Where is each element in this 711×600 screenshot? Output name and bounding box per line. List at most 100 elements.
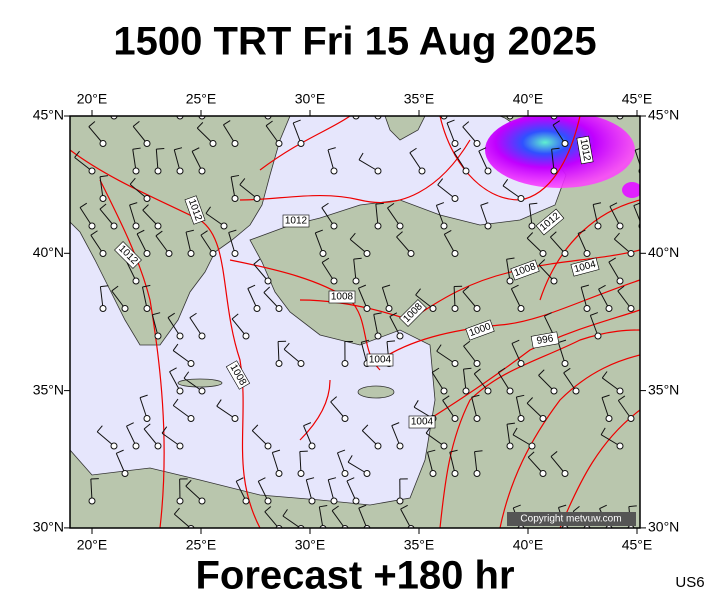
isobar-value: 1012 [285, 216, 308, 227]
barb-feather [247, 284, 256, 289]
barb-staff [497, 372, 511, 392]
barb-feather [235, 477, 244, 482]
station [616, 442, 624, 450]
station [528, 222, 536, 230]
barb-staff [88, 126, 104, 144]
barb-feather [189, 312, 197, 319]
station [583, 305, 591, 312]
copyright: Copyright metvuw.com [520, 514, 621, 525]
station [539, 470, 547, 477]
label-box [328, 290, 356, 304]
barb-feather [506, 422, 515, 425]
station [605, 415, 613, 422]
barb-feather [139, 394, 148, 399]
station [187, 250, 195, 257]
barb-feather [471, 394, 480, 398]
barb-staff [355, 116, 356, 117]
station [308, 442, 316, 450]
barb-staff [336, 452, 346, 474]
station [374, 442, 382, 450]
barb-feather [191, 147, 200, 152]
barb-feather [558, 339, 567, 344]
barb-staff [480, 205, 489, 227]
barb-staff [331, 510, 346, 528]
barb-feather [550, 451, 558, 457]
barb-feather [609, 202, 618, 207]
barb-feather [349, 232, 356, 240]
station [583, 250, 591, 257]
station [88, 167, 96, 175]
barb-feather [321, 202, 329, 209]
barb-staff [389, 316, 401, 337]
station [198, 497, 206, 505]
barb-feather [183, 371, 190, 379]
lon-label: 35°E [404, 91, 435, 107]
station [264, 442, 272, 450]
barb-feather [552, 120, 561, 126]
barb-feather [216, 399, 222, 407]
barb-feather [463, 340, 471, 347]
lon-label: 45°E [622, 91, 653, 107]
station [451, 360, 459, 367]
barb-feather [516, 394, 525, 398]
station [462, 387, 470, 395]
barb-feather [173, 507, 180, 515]
station [561, 470, 569, 477]
isobar-value: 996 [536, 333, 555, 347]
station [429, 305, 437, 312]
station [440, 442, 448, 450]
station [308, 497, 316, 505]
barb-feather [526, 232, 534, 239]
barb-staff [173, 149, 181, 172]
barb-staff [446, 122, 456, 144]
barb-staff [391, 425, 401, 447]
station [594, 222, 602, 230]
barb-feather [358, 152, 364, 161]
label-box [399, 299, 427, 327]
label-box [576, 135, 594, 165]
barb-feather [590, 312, 599, 316]
land [70, 116, 640, 528]
barb-feather [223, 120, 231, 126]
station [319, 250, 327, 257]
station [363, 250, 371, 257]
barb-staff [303, 425, 313, 447]
isobar-label: 1012 [576, 135, 594, 165]
barb-staff [228, 232, 236, 254]
barb-staff [474, 451, 478, 474]
barb-staff [462, 291, 478, 309]
barb-feather [386, 340, 396, 343]
barb-staff [377, 116, 378, 117]
barb-staff [253, 263, 269, 282]
barb-staff [282, 515, 302, 528]
barb-feather [231, 313, 239, 320]
barb-feather [599, 504, 607, 510]
barb-feather [618, 395, 626, 401]
barb-feather [346, 477, 355, 482]
barb-staff [360, 342, 368, 364]
station [198, 332, 206, 340]
barb-staff [381, 287, 390, 309]
station [132, 277, 140, 285]
barb-staff [349, 238, 368, 254]
barb-staff [330, 401, 346, 419]
barb-staff [321, 262, 335, 282]
barb-feather [478, 147, 487, 152]
station [341, 360, 349, 367]
station [396, 332, 404, 340]
barb-staff [161, 432, 181, 447]
station [154, 332, 162, 340]
barb-staff [321, 207, 335, 227]
precipitation [622, 182, 640, 198]
barb-feather [396, 231, 403, 238]
barb-feather [156, 147, 165, 150]
barb-staff [619, 116, 620, 117]
barb-feather [196, 122, 204, 129]
isobar-value: 1008 [331, 292, 354, 303]
station [517, 415, 525, 422]
station [561, 140, 569, 147]
barb-staff [373, 314, 379, 337]
barb-staff [305, 479, 313, 502]
barb-feather [444, 229, 452, 235]
barb-staff [189, 317, 203, 337]
